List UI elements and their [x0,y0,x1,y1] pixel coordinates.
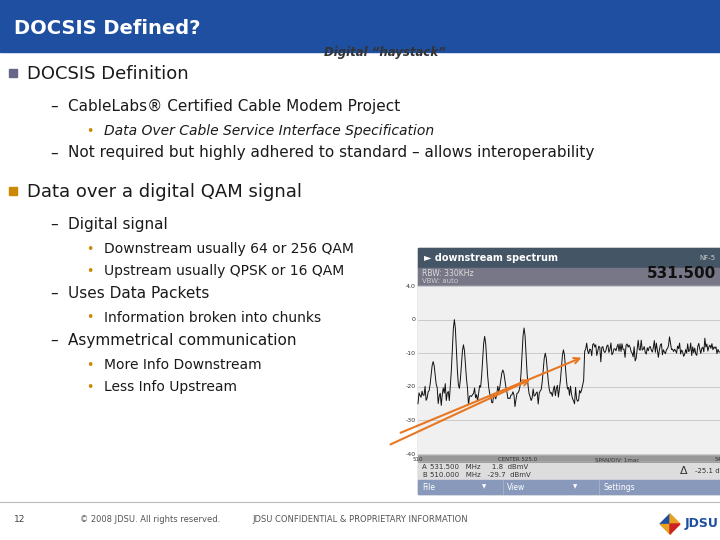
Bar [418,286,720,454]
Text: CableLabs® Certified Cable Modem Project: CableLabs® Certified Cable Modem Project [68,98,400,113]
Text: 0: 0 [412,317,416,322]
Text: •: • [86,312,94,325]
Text: 510: 510 [413,457,423,462]
Text: View: View [507,483,525,491]
Text: -20: -20 [406,384,416,389]
Bar [0,0,720,52]
Text: 531.500: 531.500 [647,267,716,281]
Text: 510.000   MHz   -29.7  dBmV: 510.000 MHz -29.7 dBmV [430,472,531,478]
Text: Uses Data Packets: Uses Data Packets [68,286,210,300]
Text: 12: 12 [14,516,25,524]
Text: Not required but highly adhered to standard – allows interoperability: Not required but highly adhered to stand… [68,145,595,160]
Text: •: • [86,381,94,394]
Text: •: • [86,125,94,138]
Text: ▼: ▼ [482,484,487,489]
Text: SPAN/DIV: 1mac: SPAN/DIV: 1mac [595,457,639,462]
Text: ► downstream spectrum: ► downstream spectrum [424,253,558,263]
Text: –: – [50,145,58,160]
Bar [9,187,17,195]
Text: JDSU CONFIDENTIAL & PROPRIETARY INFORMATION: JDSU CONFIDENTIAL & PROPRIETARY INFORMAT… [252,516,468,524]
Text: Digital “haystack”: Digital “haystack” [324,46,446,59]
Polygon shape [10,0,70,52]
Text: Δ: Δ [680,466,688,476]
Text: Less Info Upstream: Less Info Upstream [104,380,237,394]
Text: VBW: auto: VBW: auto [422,278,458,284]
Polygon shape [670,524,680,534]
Text: DOCSIS Defined?: DOCSIS Defined? [14,18,200,38]
Text: RBW: 330KHz: RBW: 330KHz [422,269,474,279]
Polygon shape [660,514,670,524]
Text: •: • [86,359,94,372]
Polygon shape [670,514,680,524]
Text: –: – [50,217,58,232]
Bar [418,248,720,494]
Text: More Info Downstream: More Info Downstream [104,358,261,372]
Text: Data Over Cable Service Interface Specification: Data Over Cable Service Interface Specif… [104,124,434,138]
Bar [418,248,720,268]
Polygon shape [660,524,670,534]
Text: Settings: Settings [603,483,635,491]
Bar [418,480,720,494]
Text: Information broken into chunks: Information broken into chunks [104,311,321,325]
Text: Data over a digital QAM signal: Data over a digital QAM signal [27,183,302,201]
Text: –: – [50,98,58,113]
Text: Asymmetrical communication: Asymmetrical communication [68,333,297,348]
Text: B: B [422,472,427,478]
Text: •: • [86,265,94,278]
Bar [418,268,720,286]
Text: 4.0: 4.0 [406,284,416,288]
Text: -10: -10 [406,350,416,356]
Bar [418,462,720,482]
Text: CENTER 525.0: CENTER 525.0 [498,457,537,462]
Text: –: – [50,286,58,300]
Text: -25.1 dB: -25.1 dB [695,468,720,474]
Text: Downstream usually 64 or 256 QAM: Downstream usually 64 or 256 QAM [104,242,354,256]
Text: DOCSIS Definition: DOCSIS Definition [27,65,189,83]
Text: •: • [86,242,94,255]
Text: NF-5: NF-5 [700,255,716,261]
Text: –: – [50,333,58,348]
Text: JDSU: JDSU [685,517,719,530]
Text: Upstream usually QPSK or 16 QAM: Upstream usually QPSK or 16 QAM [104,264,344,278]
Text: ▼: ▼ [573,484,577,489]
Text: -40: -40 [406,451,416,456]
Text: © 2008 JDSU. All rights reserved.: © 2008 JDSU. All rights reserved. [80,516,220,524]
Text: 540: 540 [715,457,720,462]
Text: -30: -30 [406,418,416,423]
Text: 531.500   MHz     1.8  dBmV: 531.500 MHz 1.8 dBmV [430,464,528,470]
Text: A: A [422,464,427,470]
Bar [9,69,17,77]
Polygon shape [55,0,110,52]
Text: Digital signal: Digital signal [68,217,168,232]
Text: File: File [422,483,435,491]
